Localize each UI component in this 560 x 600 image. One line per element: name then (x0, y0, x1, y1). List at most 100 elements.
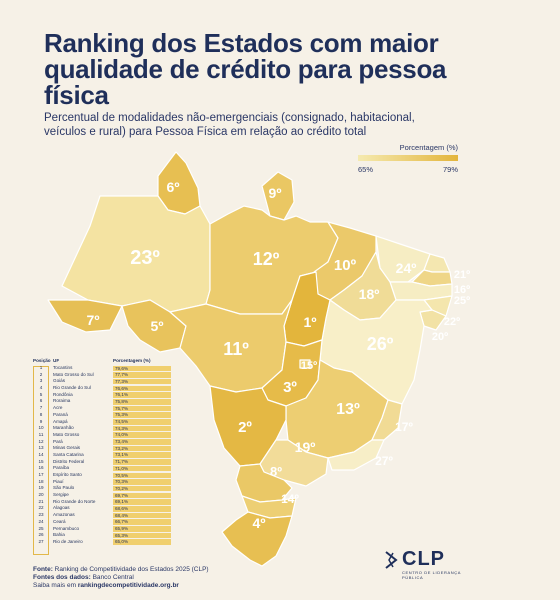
row-position: 15 (38, 458, 44, 464)
row-position: 2 (39, 371, 43, 377)
row-position: 27 (38, 538, 44, 544)
row-percentage: 69,1% (113, 499, 171, 505)
label-ap: 9º (269, 185, 282, 201)
legend-min-label: 65% (358, 165, 374, 174)
label-ba: 26º (367, 334, 394, 354)
row-uf: Paraíba (53, 465, 70, 471)
row-percentage: 68,4% (113, 512, 171, 519)
table-row: 17 Espírito Santo 70,5% (33, 472, 179, 479)
label-al: 22º (444, 316, 460, 328)
table-row: 21 Rio Grande do Norte 69,1% (33, 499, 179, 506)
row-uf: Rio Grande do Norte (53, 498, 96, 504)
row-uf: Mato Grosso (53, 431, 80, 437)
row-percentage: 74,5% (113, 419, 171, 425)
header-percentage: Porcentagem (%) (113, 358, 151, 363)
row-uf: Sergipe (53, 492, 69, 498)
row-percentage: 75,3% (113, 412, 171, 418)
table-row: 22 Alagoas 68,6% (33, 505, 179, 512)
table-row: 23 Amazonas 68,4% (33, 512, 179, 519)
row-position: 4 (39, 385, 43, 391)
state-rs[interactable] (221, 511, 293, 567)
row-percentage: 79,6% (113, 365, 171, 372)
row-uf: São Paulo (53, 485, 75, 491)
row-position: 25 (38, 525, 44, 531)
table-row: 9 Amapá 74,5% (33, 419, 179, 426)
row-uf: Rondônia (53, 391, 73, 397)
row-position: 12 (38, 438, 44, 444)
row-uf: Pernambuco (53, 525, 80, 531)
footer: Fonte: Ranking de Competitividade dos Es… (33, 566, 209, 590)
row-percentage: 74,3% (113, 425, 171, 432)
row-position: 23 (38, 512, 44, 518)
row-position: 8 (39, 411, 43, 417)
row-position: 3 (39, 378, 43, 384)
row-uf: Pará (53, 438, 63, 444)
row-percentage: 68,6% (113, 505, 171, 512)
table-row: 16 Paraíba 71,0% (33, 465, 179, 472)
row-percentage: 66,7% (113, 519, 171, 525)
table-row: 11 Mato Grosso 74,0% (33, 432, 179, 439)
row-percentage: 70,2% (113, 485, 171, 492)
row-percentage: 77,7% (113, 372, 171, 378)
state-acre[interactable] (47, 299, 123, 333)
row-percentage: 76,1% (113, 392, 171, 398)
row-position: 16 (38, 465, 44, 471)
table-row: 7 Acre 75,7% (33, 405, 179, 412)
row-uf: Paraná (53, 411, 68, 417)
clp-logo: CLP CENTRO DE LIDERANÇA PÚBLICA (385, 548, 478, 580)
row-position: 22 (38, 505, 44, 511)
label-rr: 6º (167, 179, 180, 195)
footer-link[interactable]: rankingdecompetitividade.org.br (77, 582, 179, 589)
label-rn: 21º (454, 269, 470, 281)
row-uf: Goiás (53, 378, 66, 384)
state-ms[interactable] (209, 385, 287, 467)
label-ro: 5º (151, 318, 164, 334)
row-uf: Rio de Janeiro (53, 538, 83, 544)
label-pr: 8º (270, 464, 282, 479)
label-am: 23º (130, 247, 160, 269)
state-parana[interactable] (235, 463, 293, 503)
legend-gradient-bar (358, 155, 458, 161)
row-position: 7 (39, 405, 43, 411)
state-rj[interactable] (327, 439, 385, 471)
table-row: 13 Minas Gerais 73,2% (33, 445, 179, 452)
row-uf: Distrito Federal (53, 458, 85, 464)
row-position: 21 (38, 498, 44, 504)
row-uf: Mato Grosso do Sul (53, 371, 94, 377)
table-row: 20 Sergipe 69,7% (33, 492, 179, 499)
legend-max-label: 79% (442, 165, 458, 174)
table-row: 15 Distrito Federal 71,7% (33, 459, 179, 466)
row-percentage: 65,0% (113, 539, 171, 545)
table-row: 25 Pernambuco 65,9% (33, 526, 179, 533)
table-row: 24 Ceará 66,7% (33, 519, 179, 526)
state-df[interactable] (299, 359, 311, 369)
logo-name: CLP (402, 548, 445, 570)
row-percentage: 71,7% (113, 459, 171, 465)
row-uf: Espírito Santo (53, 472, 82, 477)
row-uf: Tocantins (53, 365, 73, 370)
color-legend: Porcentagem (%) 65% 79% (358, 143, 458, 174)
footer-data-text: Banco Central (92, 574, 134, 581)
row-uf: Alagoas (53, 505, 70, 511)
table-row: 27 Rio de Janeiro 65,0% (33, 539, 179, 546)
table-row: 14 Santa Catarina 73,1% (33, 452, 179, 459)
row-percentage: 74,0% (113, 432, 171, 438)
label-pe: 25º (454, 295, 470, 307)
table-row: 10 Maranhão 74,3% (33, 425, 179, 432)
label-ac: 7º (87, 312, 100, 328)
row-position: 26 (38, 532, 44, 538)
label-pi: 18º (359, 286, 380, 302)
row-position: 10 (38, 425, 44, 431)
table-row: 8 Paraná 75,3% (33, 412, 179, 419)
row-position: 20 (38, 492, 44, 498)
row-position: 1 (39, 365, 43, 370)
row-uf: Santa Catarina (53, 451, 84, 457)
row-position: 18 (38, 478, 44, 484)
table-header: Posição UF Porcentagem (%) (33, 358, 179, 363)
table-row: 26 Bahia 65,3% (33, 532, 179, 539)
row-position: 19 (38, 485, 44, 491)
position-column-frame (33, 366, 49, 555)
row-position: 24 (38, 518, 44, 524)
row-percentage: 70,5% (113, 472, 171, 479)
